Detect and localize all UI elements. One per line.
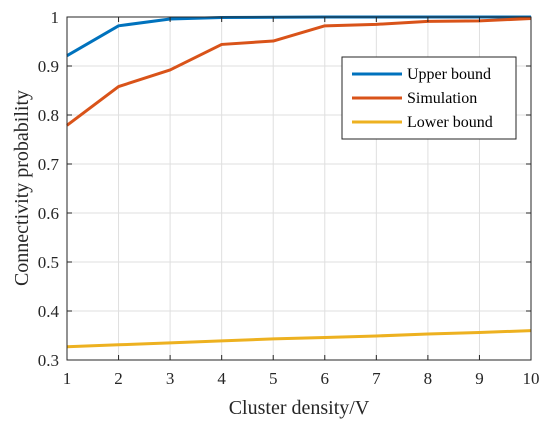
x-tick-label: 6 [321,369,330,388]
legend-label-simulation: Simulation [407,90,477,107]
series-line-simulation [66,16,532,127]
y-tick-label: 0.4 [38,302,60,321]
tick-labels: 1 2 3 4 5 6 7 8 9 10 0.3 0.4 0.5 0.6 0.7 0.8 0.9 1 [38,8,540,388]
y-tick-label: 0.6 [38,204,59,223]
x-tick-label: 5 [269,369,278,388]
x-tick-label: 10 [523,369,540,388]
legend-label-lower-bound: Lower bound [407,114,493,131]
y-tick-label: 0.8 [38,106,59,125]
plot-frame [66,16,532,361]
x-tick-label: 2 [114,369,123,388]
x-tick-label: 9 [475,369,484,388]
x-tick-label: 8 [424,369,433,388]
x-tick-label: 4 [217,369,226,388]
y-tick-label: 0.7 [38,155,60,174]
x-tick-label: 7 [372,369,381,388]
ticks [66,16,532,361]
y-tick-label: 0.3 [38,351,59,370]
x-tick-label: 3 [166,369,175,388]
legend: Upper bound Simulation Lower bound [341,56,517,140]
x-tick-label: 1 [63,369,72,388]
y-tick-label: 0.9 [38,57,59,76]
legend-label-upper-bound: Upper bound [407,66,491,83]
y-axis-title: Connectivity probability [11,90,33,286]
x-axis-title: Cluster density/V [229,397,370,419]
y-tick-label: 0.5 [38,253,59,272]
series-line-lower-bound [66,329,532,349]
y-tick-label: 1 [51,8,60,27]
